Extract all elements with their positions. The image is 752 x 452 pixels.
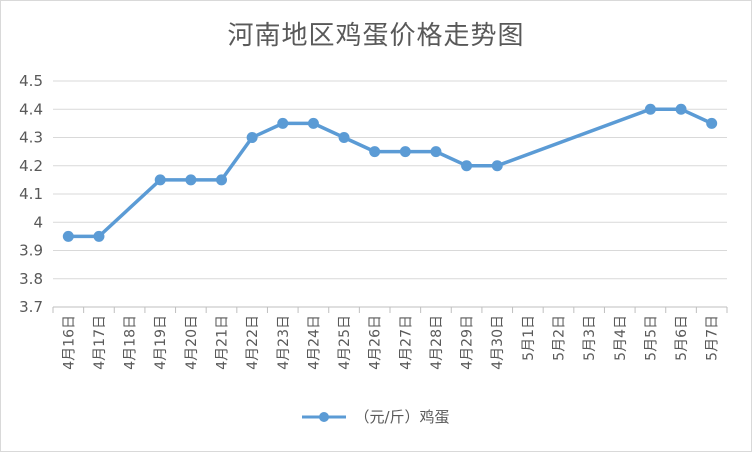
data-point [307, 117, 319, 129]
y-tick-label: 3.8 [19, 270, 43, 288]
x-tick-label: 4月21日 [215, 315, 231, 370]
x-tick-label: 4月26日 [368, 315, 384, 370]
data-point [62, 230, 74, 242]
x-tick-label: 4月30日 [490, 315, 506, 370]
x-tick-label: 5月1日 [521, 315, 537, 361]
data-point [338, 132, 350, 143]
x-tick-label: 5月2日 [552, 315, 568, 361]
x-tick-label: 4月23日 [276, 315, 292, 370]
y-tick-label: 4 [33, 213, 43, 231]
y-tick-label: 4.4 [19, 100, 43, 118]
data-point [644, 103, 656, 115]
data-point [430, 146, 442, 158]
y-tick-label: 3.9 [19, 242, 43, 260]
legend-marker-icon [302, 411, 347, 422]
x-tick-label: 4月16日 [61, 315, 77, 370]
data-point [154, 174, 166, 186]
x-tick-label: 4月19日 [153, 315, 169, 370]
x-tick-label: 4月27日 [398, 315, 414, 370]
x-tick-label: 4月17日 [92, 315, 108, 370]
x-tick-label: 5月7日 [705, 315, 721, 361]
x-tick-label: 4月18日 [123, 315, 139, 370]
legend: （元/斤）鸡蛋 [1, 406, 751, 427]
data-point [185, 174, 197, 186]
y-tick-label: 4.3 [19, 129, 43, 147]
x-tick-label: 4月25日 [337, 315, 353, 370]
data-point [277, 117, 289, 129]
data-point [491, 160, 503, 172]
y-tick-label: 4.2 [19, 157, 43, 175]
x-tick-label: 4月28日 [429, 315, 445, 370]
x-tick-label: 4月24日 [306, 315, 322, 370]
x-tick-label: 4月29日 [460, 315, 476, 370]
y-tick-label: 4.1 [19, 185, 43, 203]
series-line [68, 107, 713, 239]
x-tick-label: 5月4日 [613, 315, 629, 361]
data-point [399, 146, 411, 158]
data-point [216, 174, 227, 186]
data-point [93, 230, 105, 242]
chart-title: 河南地区鸡蛋价格走势图 [227, 21, 525, 51]
data-point [461, 160, 473, 172]
y-tick-label: 4.5 [19, 72, 43, 90]
data-point [675, 103, 687, 115]
data-point [369, 146, 381, 158]
data-point [706, 117, 718, 129]
x-tick-label: 5月3日 [582, 315, 598, 361]
x-tick-label: 4月20日 [184, 315, 200, 370]
x-tick-label: 5月6日 [674, 315, 690, 361]
data-point [246, 132, 258, 143]
y-tick-label: 3.7 [19, 298, 43, 316]
x-tick-label: 5月5日 [643, 315, 659, 361]
x-tick-label: 4月22日 [245, 315, 261, 370]
legend-label: （元/斤）鸡蛋 [354, 408, 450, 426]
